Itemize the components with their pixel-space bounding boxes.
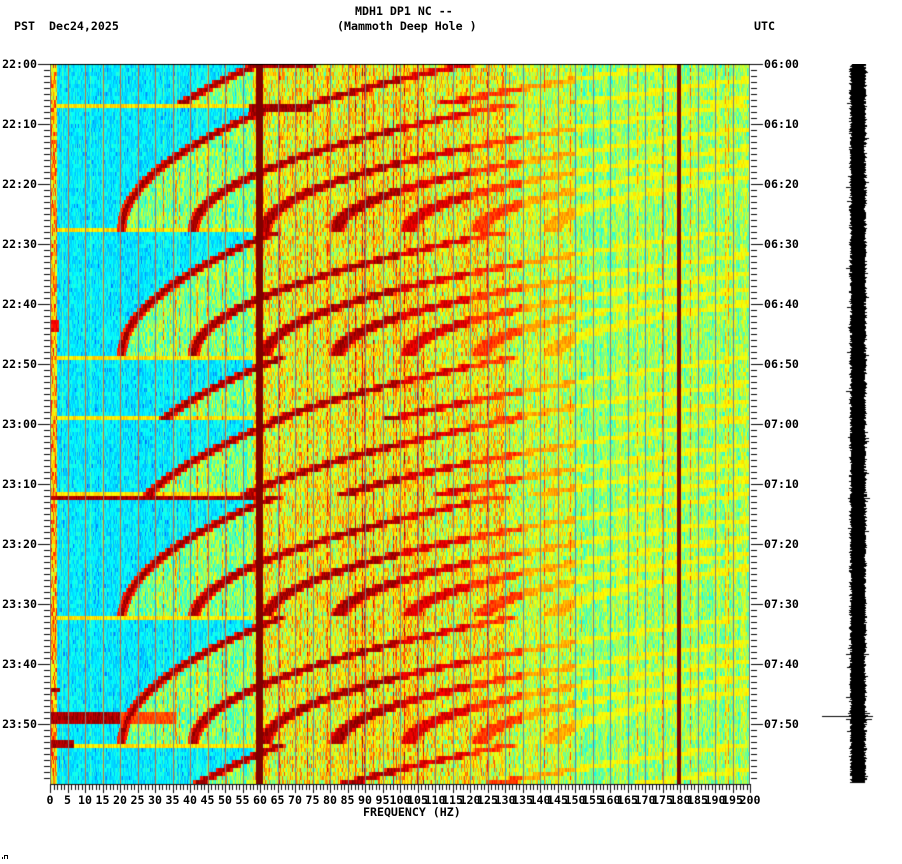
x-tick-label: 50: [218, 793, 232, 807]
y-left-tick-label: 23:00: [2, 417, 37, 431]
y-right-tick-label: 06:30: [764, 237, 799, 251]
y-left-tick-label: 23:30: [2, 597, 37, 611]
spectrogram-heatmap: [50, 64, 750, 784]
corner-mark-icon: [2, 849, 10, 859]
x-tick-label: 110: [424, 793, 446, 807]
y-left-tick-label: 22:30: [2, 237, 37, 251]
x-tick-label: 85: [340, 793, 355, 807]
x-tick-label: 140: [529, 793, 551, 807]
x-tick-label: 15: [95, 793, 110, 807]
x-tick-label: 65: [270, 793, 285, 807]
x-tick-label: 30: [148, 793, 162, 807]
y-right-tick-label: 07:50: [764, 717, 799, 731]
y-right-tick-label: 07:20: [764, 537, 799, 551]
date-label: Dec24,2025: [49, 19, 119, 33]
y-right-tick-label: 07:40: [764, 657, 799, 671]
x-tick-label: 90: [358, 793, 372, 807]
y-left-tick-label: 22:40: [2, 297, 37, 311]
x-tick-label: 180: [669, 793, 691, 807]
x-tick-label: 190: [704, 793, 726, 807]
x-tick-label: 80: [323, 793, 337, 807]
x-tick-label: 120: [459, 793, 481, 807]
x-axis-title: FREQUENCY (HZ): [363, 805, 461, 819]
x-tick-label: 55: [235, 793, 250, 807]
left-timezone-label: PST: [14, 19, 35, 33]
x-tick-label: 35: [165, 793, 180, 807]
y-left-tick-label: 23:50: [2, 717, 37, 731]
x-tick-label: 20: [113, 793, 127, 807]
x-tick-label: 100: [389, 793, 411, 807]
y-right-tick-label: 06:50: [764, 357, 799, 371]
y-right-tick-label: 07:10: [764, 477, 799, 491]
y-left-tick-label: 23:10: [2, 477, 37, 491]
y-right-tick-label: 06:40: [764, 297, 799, 311]
y-left-tick-label: 23:20: [2, 537, 37, 551]
seismogram-trace: [820, 64, 880, 784]
y-left-tick-label: 23:40: [2, 657, 37, 671]
x-tick-label: 175: [652, 793, 673, 807]
y-right-tick-label: 06:00: [764, 57, 799, 71]
x-tick-label: 95: [375, 793, 390, 807]
x-tick-label: 25: [130, 793, 145, 807]
x-tick-label: 40: [183, 793, 197, 807]
x-tick-label: 145: [547, 793, 568, 807]
x-tick-label: 5: [64, 793, 71, 807]
x-tick-label: 75: [305, 793, 320, 807]
x-tick-label: 135: [512, 793, 533, 807]
x-tick-label: 105: [407, 793, 428, 807]
x-tick-label: 130: [494, 793, 516, 807]
x-tick-label: 150: [564, 793, 586, 807]
x-tick-label: 155: [582, 793, 603, 807]
station-subtitle: (Mammoth Deep Hole ): [337, 19, 477, 33]
x-tick-label: 45: [200, 793, 215, 807]
station-title: MDH1 DP1 NC --: [355, 4, 453, 18]
x-tick-label: 10: [78, 793, 92, 807]
x-tick-label: 160: [599, 793, 621, 807]
y-left-tick-label: 22:20: [2, 177, 37, 191]
x-tick-label: 60: [253, 793, 267, 807]
y-right-tick-label: 06:10: [764, 117, 799, 131]
y-right-tick-label: 07:00: [764, 417, 799, 431]
y-right-tick-label: 06:20: [764, 177, 799, 191]
right-timezone-label: UTC: [754, 19, 775, 33]
x-tick-label: 125: [477, 793, 498, 807]
y-left-tick-label: 22:00: [2, 57, 37, 71]
y-left-tick-label: 22:50: [2, 357, 37, 371]
x-tick-label: 165: [617, 793, 638, 807]
x-tick-label: 170: [634, 793, 656, 807]
x-tick-label: 115: [442, 793, 463, 807]
x-tick-label: 195: [722, 793, 743, 807]
x-tick-label: 0: [46, 793, 54, 807]
x-tick-label: 185: [687, 793, 708, 807]
x-tick-label: 70: [288, 793, 302, 807]
y-left-tick-label: 22:10: [2, 117, 37, 131]
y-right-tick-label: 07:30: [764, 597, 799, 611]
x-tick-label: 200: [739, 793, 761, 807]
